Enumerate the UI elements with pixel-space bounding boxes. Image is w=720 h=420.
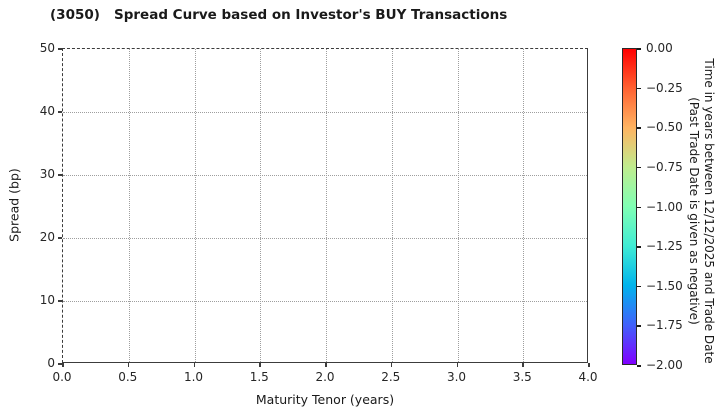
- x-tick-mark: [259, 363, 261, 367]
- y-gridline: [63, 112, 587, 113]
- colorbar-tick-mark: [637, 87, 641, 90]
- x-tick-mark: [390, 363, 393, 367]
- x-gridline: [457, 49, 459, 362]
- colorbar-tick-mark: [637, 325, 641, 327]
- x-gridline: [260, 49, 262, 362]
- x-tick-mark: [127, 363, 130, 367]
- y-tick-mark: [58, 48, 62, 50]
- x-tick-mark: [62, 363, 64, 367]
- colorbar-gradient: [622, 48, 637, 365]
- x-tick-label: 4.0: [578, 370, 598, 384]
- y-tick-label: 10: [39, 293, 55, 307]
- x-tick-mark: [522, 363, 524, 367]
- y-tick-mark: [58, 174, 62, 176]
- colorbar-axis-label: Time in years between 12/12/2025 and Tra…: [686, 58, 716, 363]
- x-tick-mark: [588, 363, 590, 367]
- colorbar-tick-label: −0.75: [646, 159, 683, 174]
- x-tick-label: 3.0: [446, 370, 467, 384]
- y-tick-mark: [58, 111, 62, 113]
- chart-title: (3050) Spread Curve based on Investor's …: [50, 7, 508, 23]
- colorbar-tick-mark: [637, 246, 641, 248]
- colorbar-tick-mark: [637, 48, 641, 50]
- y-gridline: [63, 238, 587, 239]
- colorbar-tick-mark: [637, 127, 641, 129]
- x-gridline: [523, 49, 525, 362]
- x-gridline: [194, 49, 196, 362]
- y-axis-label: Spread (bp): [6, 168, 22, 242]
- y-tick-label: 40: [39, 104, 55, 118]
- y-tick-label: 50: [39, 41, 55, 55]
- y-tick-mark: [58, 363, 62, 365]
- x-tick-label: 2.5: [381, 370, 401, 384]
- x-tick-label: 1.5: [249, 370, 269, 384]
- colorbar-tick-label: −2.00: [646, 358, 683, 372]
- colorbar-label-line2: (Past Trade Date is given as negative): [687, 97, 701, 325]
- colorbar-tick-label: −1.00: [646, 199, 683, 214]
- colorbar-tick-mark: [637, 206, 641, 208]
- x-tick-mark: [325, 363, 327, 367]
- x-tick-label: 3.5: [512, 370, 532, 384]
- x-tick-label: 1.0: [183, 370, 204, 384]
- colorbar-tick-mark: [637, 285, 641, 288]
- x-tick-label: 0.0: [52, 370, 72, 384]
- x-tick-label: 2.0: [315, 370, 335, 384]
- colorbar-tick-mark: [637, 365, 641, 367]
- y-tick-mark: [58, 300, 62, 302]
- colorbar-tick-label: −1.50: [646, 278, 683, 293]
- x-tick-mark: [193, 363, 195, 367]
- plot-area: [62, 48, 588, 363]
- y-tick-label: 30: [39, 167, 55, 181]
- x-gridline: [391, 49, 393, 362]
- colorbar-tick-label: −0.25: [646, 80, 683, 95]
- colorbar-tick-label: −1.25: [646, 239, 683, 254]
- colorbar-label-line1: Time in years between 12/12/2025 and Tra…: [702, 58, 716, 364]
- x-axis-label: Maturity Tenor (years): [255, 392, 395, 407]
- x-tick-label: 0.5: [118, 370, 138, 384]
- x-gridline: [128, 49, 130, 362]
- x-gridline: [326, 49, 327, 362]
- y-gridline: [63, 175, 587, 176]
- colorbar-tick-label: −0.50: [646, 120, 683, 135]
- y-tick-label: 20: [39, 230, 55, 244]
- y-tick-label: 0: [47, 356, 55, 370]
- colorbar-tick-label: 0.00: [646, 41, 673, 55]
- y-tick-mark: [58, 237, 62, 239]
- y-gridline: [63, 301, 587, 302]
- x-tick-mark: [456, 363, 458, 367]
- colorbar-tick-mark: [637, 166, 641, 169]
- colorbar-tick-label: −1.75: [646, 318, 683, 333]
